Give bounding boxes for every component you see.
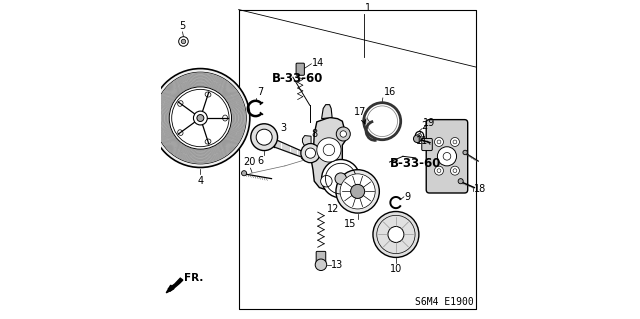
Circle shape	[316, 259, 326, 271]
Text: 14: 14	[312, 58, 324, 69]
Text: 20: 20	[244, 157, 256, 167]
Circle shape	[413, 135, 421, 143]
Polygon shape	[311, 117, 346, 190]
Text: 4: 4	[197, 176, 204, 186]
Circle shape	[179, 37, 188, 46]
Circle shape	[451, 137, 460, 146]
Circle shape	[435, 137, 444, 146]
Text: 3: 3	[280, 123, 287, 133]
Circle shape	[181, 39, 186, 44]
Circle shape	[241, 171, 246, 176]
Text: S6M4 E1900: S6M4 E1900	[415, 297, 474, 307]
Text: 2: 2	[421, 121, 428, 131]
Polygon shape	[303, 136, 311, 147]
Circle shape	[197, 115, 204, 122]
Circle shape	[251, 124, 278, 151]
Text: 17: 17	[353, 107, 366, 117]
Polygon shape	[321, 105, 332, 119]
Text: 1: 1	[365, 4, 371, 13]
Circle shape	[458, 179, 463, 184]
Text: 13: 13	[331, 260, 344, 270]
FancyBboxPatch shape	[426, 120, 468, 193]
Circle shape	[340, 174, 375, 209]
Circle shape	[301, 144, 320, 163]
Circle shape	[321, 160, 360, 198]
FancyBboxPatch shape	[316, 251, 326, 263]
Circle shape	[336, 127, 350, 141]
Circle shape	[435, 166, 444, 175]
Text: B-33-60: B-33-60	[271, 72, 323, 85]
Text: FR.: FR.	[184, 273, 203, 283]
Circle shape	[151, 69, 250, 167]
Circle shape	[336, 170, 380, 213]
Circle shape	[193, 111, 207, 125]
Circle shape	[256, 129, 272, 145]
Circle shape	[437, 147, 456, 166]
Text: 8: 8	[312, 130, 317, 139]
Polygon shape	[166, 285, 174, 293]
Polygon shape	[168, 278, 183, 291]
Circle shape	[463, 150, 467, 155]
Circle shape	[451, 166, 460, 175]
Text: 18: 18	[474, 184, 486, 194]
FancyBboxPatch shape	[422, 138, 432, 151]
Circle shape	[317, 138, 341, 162]
Text: 7: 7	[257, 87, 264, 97]
Text: 19: 19	[422, 118, 435, 128]
Text: 11: 11	[415, 136, 428, 146]
Circle shape	[321, 175, 332, 187]
Text: B-33-60: B-33-60	[390, 157, 441, 170]
Text: 15: 15	[344, 219, 356, 229]
Text: 12: 12	[327, 204, 339, 213]
Circle shape	[305, 148, 316, 158]
Circle shape	[340, 131, 346, 137]
Circle shape	[335, 173, 346, 184]
Circle shape	[388, 226, 404, 242]
Circle shape	[351, 184, 365, 198]
Text: 16: 16	[384, 87, 396, 97]
Text: 5: 5	[179, 21, 185, 31]
Text: 6: 6	[257, 156, 263, 166]
Circle shape	[373, 211, 419, 257]
Circle shape	[169, 87, 232, 149]
Text: 10: 10	[390, 264, 402, 274]
Text: 9: 9	[404, 192, 411, 202]
FancyBboxPatch shape	[296, 63, 305, 75]
